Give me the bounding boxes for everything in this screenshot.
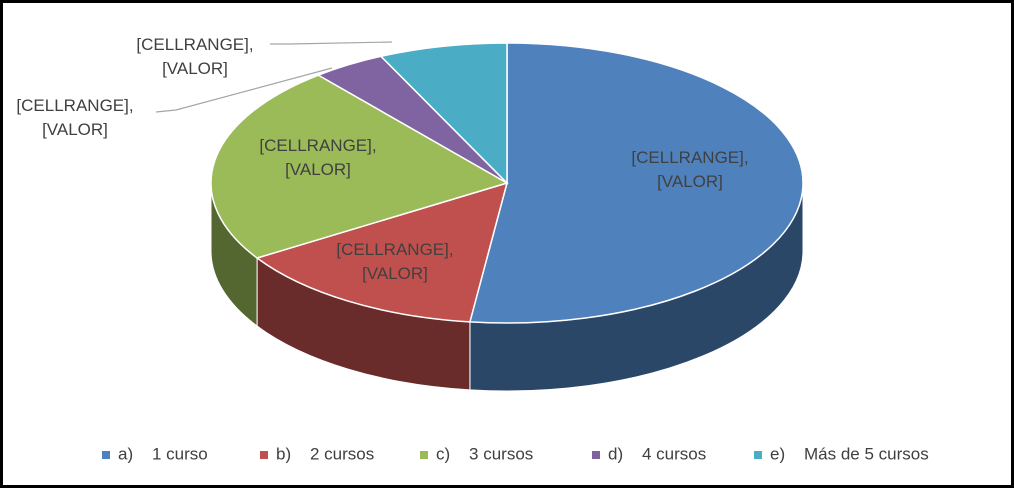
data-label-line: [CELLRANGE], (631, 148, 748, 167)
data-label: [CELLRANGE], [VALOR] (631, 148, 748, 191)
data-label-line: [VALOR] (285, 160, 351, 179)
legend-swatch (420, 451, 428, 459)
slice (379, 42, 508, 185)
data-label-line: [VALOR] (162, 59, 228, 78)
legend-label: a) 1 curso (118, 444, 208, 463)
legend-label: c) 3 cursos (436, 444, 533, 463)
data-label-line: [CELLRANGE], (336, 240, 453, 259)
data-label: [CELLRANGE], [VALOR] (136, 35, 253, 78)
leader-line (155, 67, 333, 113)
data-label-line: [CELLRANGE], (16, 96, 133, 115)
data-label-line: [VALOR] (657, 172, 723, 191)
legend-label: b) 2 cursos (276, 444, 374, 463)
data-label-line: [VALOR] (42, 120, 108, 139)
data-label: [CELLRANGE], [VALOR] (336, 240, 453, 283)
legend-swatch (102, 451, 110, 459)
leader-line (270, 41, 393, 45)
data-label-line: [CELLRANGE], (259, 136, 376, 155)
slice (210, 74, 509, 259)
slice (255, 181, 509, 323)
data-label-line: [VALOR] (362, 264, 428, 283)
data-label: [CELLRANGE], [VALOR] (259, 136, 376, 179)
legend-label: e) Más de 5 cursos (770, 444, 929, 463)
legend-swatch (592, 451, 600, 459)
legend-swatch (260, 451, 268, 459)
legend-swatch (754, 451, 762, 459)
data-label: [CELLRANGE], [VALOR] (16, 96, 133, 139)
data-label-line: [CELLRANGE], (136, 35, 253, 54)
legend-label: d) 4 cursos (608, 444, 706, 463)
slice (468, 42, 804, 324)
